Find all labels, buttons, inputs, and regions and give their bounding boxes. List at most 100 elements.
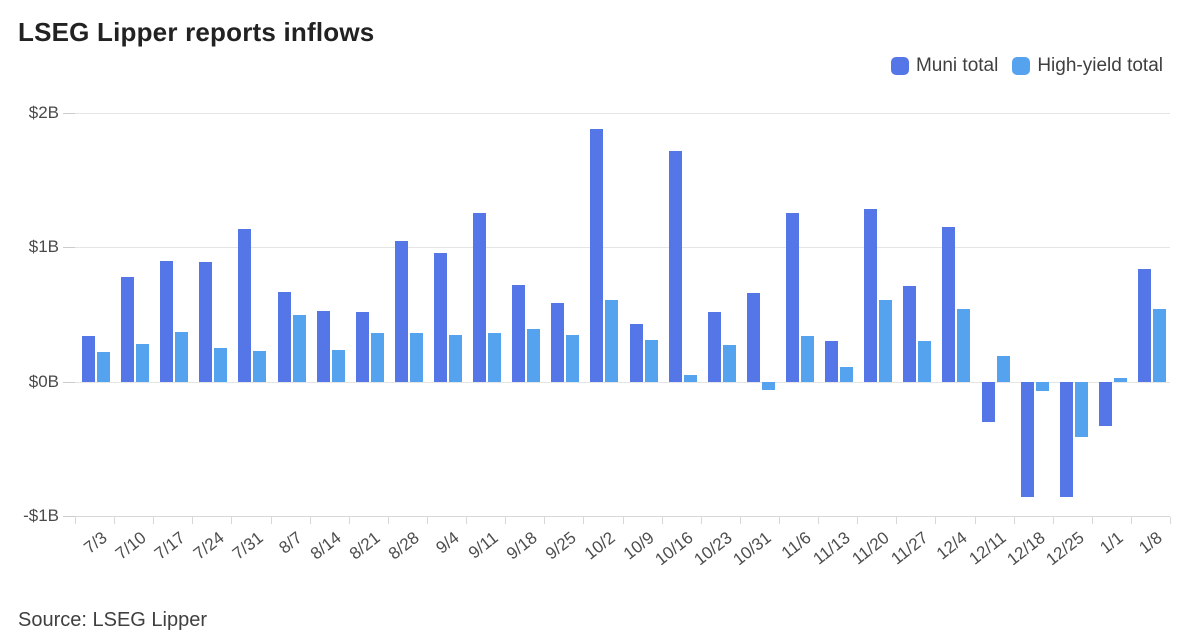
bar-muni-9/4	[434, 252, 447, 382]
bar-high-yield-10/16	[683, 375, 697, 382]
bar-muni-10/23	[707, 311, 721, 382]
bar-muni-10/31	[746, 293, 760, 382]
x-axis-tick	[857, 517, 859, 524]
y-axis-tick	[63, 113, 75, 115]
x-axis-tick	[1130, 517, 1132, 524]
bar-high-yield-11/20	[879, 299, 893, 382]
muni-swatch-icon	[890, 57, 909, 75]
bar-high-yield-10/9	[644, 340, 658, 382]
bar-high-yield-1/1	[1113, 377, 1127, 382]
bar-high-yield-9/25	[566, 334, 580, 382]
bar-high-yield-8/14	[331, 349, 345, 382]
x-axis-tick	[622, 517, 624, 524]
y-axis-label: $0B	[28, 371, 59, 391]
bar-high-yield-7/24	[214, 348, 228, 382]
x-axis-tick	[818, 517, 819, 524]
bar-high-yield-10/2	[605, 299, 619, 382]
bar-muni-8/28	[394, 240, 408, 382]
bar-muni-8/7	[277, 291, 291, 382]
x-axis-tick	[1052, 517, 1054, 524]
y-axis-tick	[63, 381, 75, 383]
legend-item-muni: Muni total	[890, 55, 999, 77]
x-axis-tick	[348, 517, 350, 524]
x-axis-tick	[778, 517, 780, 524]
bar-muni-11/6	[785, 212, 799, 382]
bar-muni-12/25	[1059, 381, 1073, 498]
x-axis-tick	[231, 517, 233, 524]
bar-high-yield-11/27	[918, 341, 932, 382]
y-axis-label: $1B	[28, 237, 59, 257]
bar-high-yield-7/17	[175, 332, 189, 382]
bar-muni-7/10	[121, 276, 135, 382]
bar-muni-7/3	[82, 336, 95, 382]
bar-high-yield-8/7	[292, 314, 306, 382]
bar-high-yield-11/13	[840, 366, 853, 382]
x-axis-tick	[192, 517, 194, 524]
legend-label-muni: Muni total	[915, 55, 999, 76]
bar-muni-7/31	[238, 228, 252, 382]
x-axis-tick	[700, 517, 702, 524]
source-caption: Source: LSEG Lipper	[18, 609, 207, 631]
bar-high-yield-12/18	[1035, 381, 1049, 392]
x-axis-tick	[153, 517, 155, 524]
bar-muni-1/1	[1098, 381, 1112, 426]
bar-high-yield-1/8	[1152, 309, 1166, 382]
x-axis-tick	[1091, 517, 1093, 524]
bar-high-yield-10/23	[722, 345, 736, 382]
bar-high-yield-8/21	[370, 333, 384, 382]
gridline-$0B	[75, 381, 1170, 383]
bar-muni-1/8	[1137, 268, 1151, 382]
bar-muni-9/25	[551, 302, 565, 382]
bar-high-yield-11/6	[800, 336, 814, 382]
x-axis-tick	[466, 517, 468, 524]
bar-muni-8/14	[316, 310, 330, 382]
x-axis-tick	[114, 517, 116, 524]
x-axis-tick	[270, 517, 272, 524]
x-axis-tick	[1170, 517, 1171, 524]
bar-high-yield-9/4	[449, 334, 462, 382]
gridline-$1B	[75, 247, 1170, 249]
y-axis-tick	[63, 247, 75, 249]
y-axis-label: -$1B	[23, 506, 59, 525]
x-axis-tick	[896, 517, 898, 524]
x-axis-tick	[544, 517, 546, 524]
x-axis-tick	[1013, 517, 1015, 524]
bar-high-yield-10/31	[761, 381, 775, 390]
bar-high-yield-9/11	[488, 333, 502, 382]
bar-muni-9/11	[473, 212, 487, 382]
gridline-$2B	[75, 113, 1170, 115]
bar-muni-7/24	[199, 262, 213, 382]
bar-muni-11/20	[864, 208, 878, 382]
bar-muni-10/9	[629, 324, 643, 382]
bar-muni-12/11	[981, 381, 995, 422]
bar-muni-8/21	[355, 311, 369, 382]
x-axis-tick	[739, 517, 741, 524]
bar-muni-11/13	[825, 341, 838, 382]
bar-high-yield-9/18	[527, 329, 541, 382]
bar-muni-11/27	[903, 286, 917, 382]
bar-high-yield-12/11	[996, 356, 1010, 382]
x-axis-line	[75, 516, 1170, 517]
page-title: LSEG Lipper reports inflows	[18, 17, 375, 48]
bar-high-yield-8/28	[409, 333, 423, 382]
bar-high-yield-12/4	[957, 309, 971, 382]
bar-muni-9/18	[512, 285, 526, 382]
x-axis-tick	[583, 517, 585, 524]
legend-item-high-yield: High-yield total	[1012, 55, 1163, 77]
y-axis-tick	[63, 516, 75, 517]
legend: Muni total High-yield total	[890, 55, 1163, 77]
x-axis-tick	[935, 517, 937, 524]
x-axis-tick	[387, 517, 389, 524]
bar-muni-12/4	[942, 227, 956, 382]
x-axis-tick	[75, 517, 76, 524]
bar-muni-10/2	[590, 129, 604, 382]
bar-muni-10/16	[668, 150, 682, 382]
x-axis-tick	[309, 517, 311, 524]
high-yield-swatch-icon	[1012, 57, 1031, 75]
bar-high-yield-7/3	[97, 352, 110, 382]
bar-high-yield-7/10	[136, 344, 150, 382]
bar-muni-12/18	[1020, 381, 1034, 498]
legend-label-high-yield: High-yield total	[1037, 55, 1163, 76]
x-axis-tick	[427, 517, 428, 524]
